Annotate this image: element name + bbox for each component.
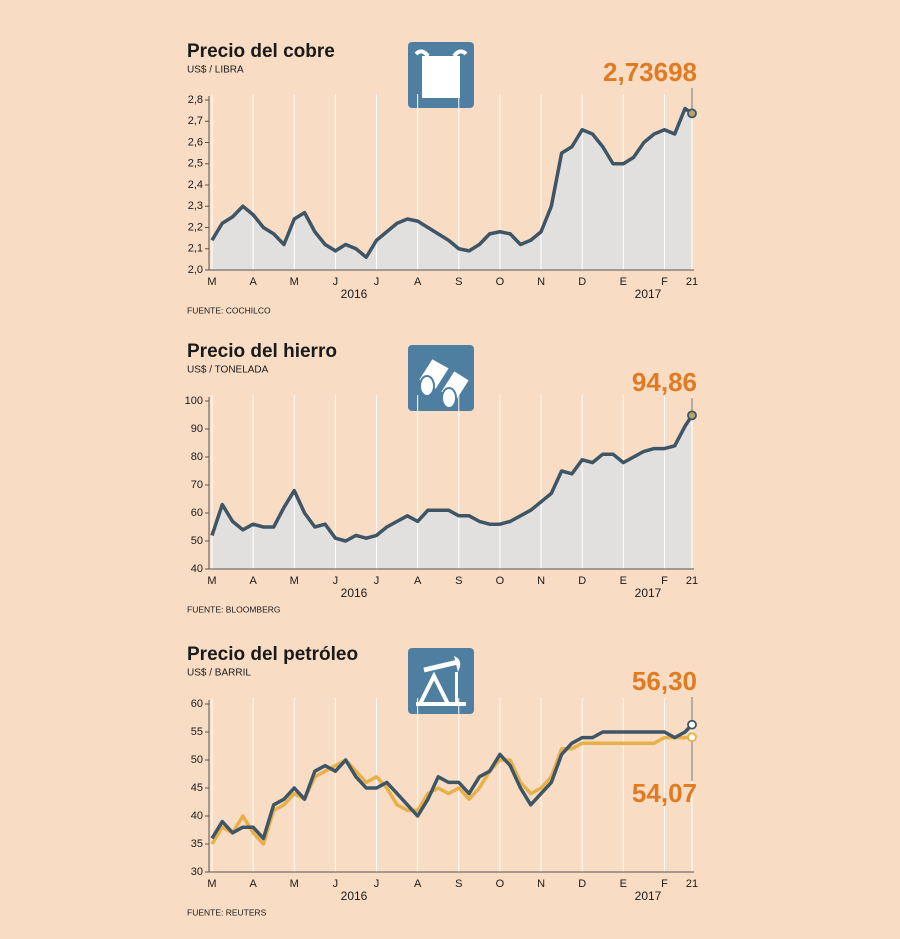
year-label: 2016 xyxy=(341,889,368,903)
y-tick-label: 35 xyxy=(191,838,203,850)
last-value-label: 2,73698 xyxy=(603,57,697,87)
year-label: 2017 xyxy=(635,287,662,301)
x-tick-label: J xyxy=(374,878,380,890)
last-value-label: 94,86 xyxy=(632,367,697,397)
year-label: 2017 xyxy=(635,889,662,903)
y-tick-label: 45 xyxy=(191,782,203,794)
x-tick-label: J xyxy=(333,878,339,890)
x-tick-label: A xyxy=(249,276,257,288)
x-tick-label: N xyxy=(537,878,545,890)
x-tick-label: M xyxy=(207,575,216,587)
y-tick-label: 2,8 xyxy=(188,94,203,106)
y-tick-label: 100 xyxy=(185,395,203,407)
unit-label: US$ / BARRIL xyxy=(187,668,251,679)
y-tick-label: 2,1 xyxy=(188,243,203,255)
source-note: FUENTE: REUTERS xyxy=(187,907,267,917)
x-tick-label: S xyxy=(455,575,462,587)
year-label: 2016 xyxy=(341,586,368,600)
y-tick-label: 2,6 xyxy=(188,136,203,148)
y-tick-label: 2,5 xyxy=(188,158,203,170)
x-tick-label: N xyxy=(537,575,545,587)
price-line xyxy=(210,723,694,841)
chart-title: Precio del cobre xyxy=(187,41,335,62)
end-marker xyxy=(687,732,697,743)
x-tick-label: M xyxy=(207,276,216,288)
end-marker xyxy=(687,410,697,421)
price-line xyxy=(210,414,694,543)
x-tick-label: A xyxy=(414,878,422,890)
x-tick-label: N xyxy=(537,276,545,288)
x-tick-label: D xyxy=(578,276,586,288)
y-tick-label: 2,2 xyxy=(188,221,203,233)
x-tick-label: M xyxy=(290,575,299,587)
y-tick-label: 2,0 xyxy=(188,264,203,276)
x-tick-label: J xyxy=(333,575,339,587)
y-tick-label: 40 xyxy=(191,810,203,822)
x-tick-label: F xyxy=(661,276,668,288)
x-tick-label: 21 xyxy=(686,878,698,890)
last-value-label: 54,07 xyxy=(632,778,697,808)
x-tick-label: E xyxy=(620,276,627,288)
x-tick-label: A xyxy=(414,276,422,288)
y-tick-label: 40 xyxy=(191,563,203,575)
y-tick-label: 2,4 xyxy=(188,179,203,191)
x-tick-label: O xyxy=(496,276,505,288)
x-tick-label: O xyxy=(496,575,505,587)
end-marker xyxy=(687,719,697,730)
y-tick-label: 2,3 xyxy=(188,200,203,212)
y-tick-label: 90 xyxy=(191,423,203,435)
y-tick-label: 60 xyxy=(191,507,203,519)
x-tick-label: M xyxy=(290,878,299,890)
y-tick-label: 70 xyxy=(191,479,203,491)
x-tick-label: A xyxy=(249,878,257,890)
oil-icon xyxy=(408,648,474,714)
area-fill xyxy=(212,108,692,270)
iron-icon xyxy=(408,345,474,411)
x-tick-label: E xyxy=(620,575,627,587)
year-label: 2017 xyxy=(635,586,662,600)
source-note: FUENTE: BLOOMBERG xyxy=(187,604,281,614)
y-tick-label: 2,7 xyxy=(188,115,203,127)
x-tick-label: E xyxy=(620,878,627,890)
x-tick-label: F xyxy=(661,878,668,890)
x-tick-label: J xyxy=(333,276,339,288)
unit-label: US$ / TONELADA xyxy=(187,365,269,376)
x-tick-label: A xyxy=(414,575,422,587)
x-tick-label: A xyxy=(249,575,257,587)
y-tick-label: 30 xyxy=(191,866,203,878)
x-tick-label: S xyxy=(455,878,462,890)
y-tick-label: 80 xyxy=(191,451,203,463)
y-tick-label: 60 xyxy=(191,698,203,710)
y-tick-label: 50 xyxy=(191,754,203,766)
y-tick-label: 55 xyxy=(191,726,203,738)
x-tick-label: 21 xyxy=(686,276,698,288)
unit-label: US$ / LIBRA xyxy=(187,65,244,76)
x-tick-label: S xyxy=(455,276,462,288)
end-marker xyxy=(687,108,697,119)
x-tick-label: M xyxy=(207,878,216,890)
year-label: 2016 xyxy=(341,287,368,301)
price-line xyxy=(210,106,694,259)
x-tick-label: D xyxy=(578,575,586,587)
x-tick-label: J xyxy=(374,575,380,587)
x-tick-label: 21 xyxy=(686,575,698,587)
x-tick-label: F xyxy=(661,575,668,587)
copper-icon xyxy=(408,42,474,108)
x-tick-label: D xyxy=(578,878,586,890)
x-tick-label: J xyxy=(374,276,380,288)
y-tick-label: 50 xyxy=(191,535,203,547)
area-fill xyxy=(212,415,692,569)
source-note: FUENTE: COCHILCO xyxy=(187,305,271,315)
last-value-label: 56,30 xyxy=(632,666,697,696)
x-tick-label: O xyxy=(496,878,505,890)
price-line xyxy=(210,735,693,846)
x-tick-label: M xyxy=(290,276,299,288)
chart-title: Precio del hierro xyxy=(187,341,337,362)
chart-title: Precio del petróleo xyxy=(187,644,358,665)
